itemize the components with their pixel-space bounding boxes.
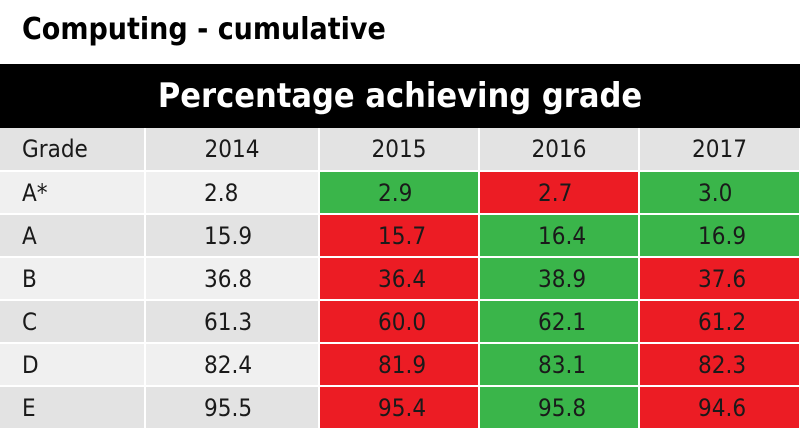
table-row: E 95.5 95.4 95.8 94.6 (0, 386, 800, 430)
table-header-title: Percentage achieving grade (157, 76, 643, 116)
table-row: C 61.3 60.0 62.1 61.2 (0, 300, 800, 344)
value-cell-2016: 83.1 (479, 343, 640, 387)
column-header-2014: 2014 (145, 128, 320, 172)
value-cell-2016: 16.4 (479, 214, 640, 258)
column-header-grade: Grade (0, 128, 146, 172)
value-cell-2016: 2.7 (479, 171, 640, 215)
table-body: A* 2.8 2.9 2.7 3.0 A 15.9 15.7 16.4 16.9 B 36.8 36.4… (0, 171, 800, 430)
grade-label: C (0, 300, 146, 344)
table-row: D 82.4 81.9 83.1 82.3 (0, 343, 800, 387)
value-cell-2016: 62.1 (479, 300, 640, 344)
value-cell-2017: 82.3 (639, 343, 800, 387)
value-cell-2014: 36.8 (145, 257, 320, 301)
table-row: B 36.8 36.4 38.9 37.6 (0, 257, 800, 301)
table-row: A 15.9 15.7 16.4 16.9 (0, 214, 800, 258)
value-cell-2014: 95.5 (145, 386, 320, 430)
value-cell-2016: 38.9 (479, 257, 640, 301)
header-band: Percentage achieving grade (0, 64, 800, 128)
column-header-2017: 2017 (639, 128, 800, 172)
grade-label: A* (0, 171, 146, 215)
value-cell-2014: 15.9 (145, 214, 320, 258)
table-row: A* 2.8 2.9 2.7 3.0 (0, 171, 800, 215)
value-cell-2017: 61.2 (639, 300, 800, 344)
value-cell-2015: 2.9 (319, 171, 480, 215)
grade-table-container: Grade 2014 2015 2016 2017 A* 2.8 2.9 2.7 3.0… (0, 128, 800, 437)
grade-label: E (0, 386, 146, 430)
column-header-2015: 2015 (319, 128, 480, 172)
grade-label: D (0, 343, 146, 387)
value-cell-2015: 36.4 (319, 257, 480, 301)
value-cell-2015: 81.9 (319, 343, 480, 387)
grade-label: B (0, 257, 146, 301)
grade-label: A (0, 214, 146, 258)
value-cell-2015: 95.4 (319, 386, 480, 430)
column-header-2016: 2016 (479, 128, 640, 172)
page-title: Computing - cumulative (22, 12, 386, 47)
value-cell-2017: 94.6 (639, 386, 800, 430)
value-cell-2014: 2.8 (145, 171, 320, 215)
grade-table: Grade 2014 2015 2016 2017 A* 2.8 2.9 2.7 3.0… (0, 128, 800, 430)
value-cell-2014: 61.3 (145, 300, 320, 344)
value-cell-2017: 3.0 (639, 171, 800, 215)
table-header-row: Grade 2014 2015 2016 2017 (0, 128, 800, 172)
value-cell-2017: 37.6 (639, 257, 800, 301)
value-cell-2014: 82.4 (145, 343, 320, 387)
title-bar: Computing - cumulative (0, 0, 800, 64)
value-cell-2015: 15.7 (319, 214, 480, 258)
value-cell-2016: 95.8 (479, 386, 640, 430)
value-cell-2015: 60.0 (319, 300, 480, 344)
value-cell-2017: 16.9 (639, 214, 800, 258)
